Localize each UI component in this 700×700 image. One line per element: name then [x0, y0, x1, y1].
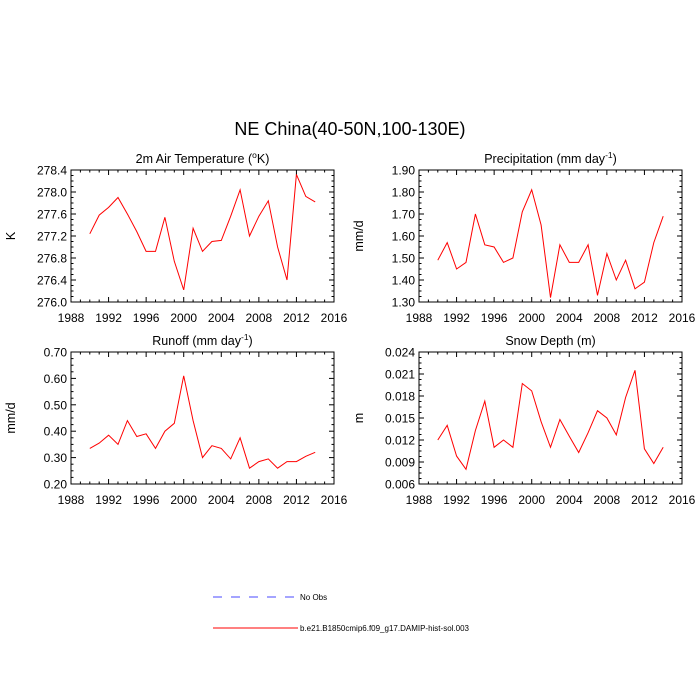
x-tick-label: 2012	[631, 493, 658, 507]
y-tick-label: 0.012	[385, 434, 415, 448]
series-line	[437, 370, 664, 471]
y-tick-label: 0.021	[385, 368, 415, 382]
y-tick-label: 278.0	[37, 186, 67, 200]
chart-panel: Snow Depth (m) m 1988 1992 1996 2000 2004 2008 2…	[352, 334, 696, 507]
y-axis-label: mm/d	[4, 402, 18, 433]
series-line	[437, 188, 664, 298]
chart-panel: Runoff (mm day-1) mm/d 1988 1992 1996 2000 200…	[4, 332, 348, 507]
y-tick-label: 0.70	[44, 346, 68, 360]
y-tick-label: 0.30	[44, 451, 68, 465]
y-tick-label: 1.80	[392, 186, 416, 200]
y-tick-label: 278.4	[37, 164, 67, 178]
x-tick-label: 2016	[321, 493, 348, 507]
legend-label: No Obs	[300, 593, 327, 602]
y-tick-label: 277.6	[37, 208, 67, 222]
x-tick-label: 2008	[594, 493, 621, 507]
x-tick-label: 2012	[283, 493, 310, 507]
x-tick-label: 2004	[556, 311, 583, 325]
legend-label: b.e21.B1850cmip6.f09_g17.DAMIP-hist-sol.…	[300, 624, 470, 633]
x-tick-label: 1988	[58, 311, 85, 325]
x-tick-label: 2016	[669, 493, 696, 507]
x-tick-label: 1992	[95, 311, 122, 325]
y-tick-label: 276.0	[37, 296, 67, 310]
chart-panel: Precipitation (mm day-1) mm/d 1988 1992 1996…	[352, 150, 696, 325]
page-title: NE China(40-50N,100-130E)	[234, 119, 465, 139]
y-tick-label: 0.024	[385, 346, 415, 360]
y-tick-label: 277.2	[37, 230, 67, 244]
chart-panel: 2m Air Temperature (oK) K 1988 1992 1996 2000…	[4, 150, 348, 325]
x-tick-label: 2008	[246, 493, 273, 507]
x-tick-label: 2012	[631, 311, 658, 325]
x-tick-label: 2008	[246, 311, 273, 325]
panel-title: 2m Air Temperature (oK)	[136, 150, 270, 166]
y-tick-label: 0.018	[385, 390, 415, 404]
y-tick-label: 1.90	[392, 164, 416, 178]
x-tick-label: 1996	[481, 311, 508, 325]
y-tick-label: 1.40	[392, 274, 416, 288]
x-tick-label: 1996	[481, 493, 508, 507]
x-tick-label: 1992	[443, 311, 470, 325]
x-tick-label: 2000	[170, 493, 197, 507]
x-tick-label: 2000	[170, 311, 197, 325]
y-tick-label: 0.40	[44, 425, 68, 439]
x-tick-label: 2004	[208, 493, 235, 507]
x-tick-label: 2000	[518, 311, 545, 325]
y-tick-label: 1.70	[392, 208, 416, 222]
y-tick-label: 0.50	[44, 398, 68, 412]
y-tick-label: 276.4	[37, 274, 67, 288]
x-tick-label: 2016	[669, 311, 696, 325]
x-tick-label: 2008	[594, 311, 621, 325]
x-tick-label: 2000	[518, 493, 545, 507]
series-line	[89, 174, 316, 291]
y-tick-label: 0.009	[385, 456, 415, 470]
plot-frame	[418, 169, 683, 303]
panel-title: Snow Depth (m)	[505, 334, 595, 348]
chart-panels: 2m Air Temperature (oK) K 1988 1992 1996 2000…	[4, 150, 696, 507]
y-axis-label: mm/d	[352, 220, 366, 251]
x-tick-label: 1988	[406, 311, 433, 325]
y-tick-label: 0.006	[385, 478, 415, 492]
x-tick-label: 1988	[58, 493, 85, 507]
x-tick-label: 2016	[321, 311, 348, 325]
y-tick-label: 0.60	[44, 372, 68, 386]
y-tick-label: 276.8	[37, 252, 67, 266]
panel-title: Precipitation (mm day-1)	[484, 150, 617, 166]
panel-title: Runoff (mm day-1)	[152, 332, 252, 348]
plot-frame	[70, 351, 335, 485]
y-axis-label: K	[4, 231, 18, 240]
plot-frame	[418, 351, 683, 485]
y-axis-label: m	[352, 413, 366, 423]
x-tick-label: 1992	[443, 493, 470, 507]
x-tick-label: 1988	[406, 493, 433, 507]
x-tick-label: 1996	[133, 493, 160, 507]
y-tick-label: 1.30	[392, 296, 416, 310]
x-tick-label: 1996	[133, 311, 160, 325]
series-line	[89, 375, 316, 470]
x-tick-label: 2004	[208, 311, 235, 325]
x-tick-label: 2004	[556, 493, 583, 507]
x-tick-label: 2012	[283, 311, 310, 325]
x-tick-label: 1992	[95, 493, 122, 507]
y-tick-label: 0.015	[385, 412, 415, 426]
y-tick-label: 1.50	[392, 252, 416, 266]
y-tick-label: 1.60	[392, 230, 416, 244]
legend: No Obs b.e21.B1850cmip6.f09_g17.DAMIP-his…	[213, 593, 470, 633]
y-tick-label: 0.20	[44, 478, 68, 492]
